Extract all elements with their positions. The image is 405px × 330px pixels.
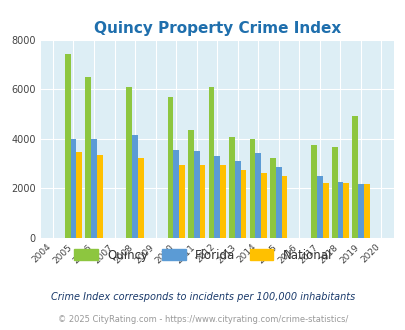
Bar xyxy=(220,165,225,238)
Bar xyxy=(91,139,97,238)
Bar xyxy=(357,184,363,238)
Bar xyxy=(188,130,193,238)
Bar xyxy=(132,135,138,238)
Bar xyxy=(331,147,337,238)
Bar xyxy=(193,151,199,238)
Bar xyxy=(240,170,246,238)
Bar xyxy=(270,158,275,238)
Bar xyxy=(343,183,348,238)
Bar xyxy=(281,176,287,238)
Text: © 2025 CityRating.com - https://www.cityrating.com/crime-statistics/: © 2025 CityRating.com - https://www.city… xyxy=(58,315,347,324)
Legend: Quincy, Florida, National: Quincy, Florida, National xyxy=(69,244,336,266)
Bar xyxy=(65,54,70,238)
Bar xyxy=(85,77,91,238)
Bar xyxy=(275,167,281,238)
Bar xyxy=(126,86,132,238)
Bar xyxy=(260,173,266,238)
Bar xyxy=(249,139,255,238)
Bar xyxy=(214,156,220,238)
Bar xyxy=(138,158,143,238)
Bar xyxy=(311,145,316,238)
Title: Quincy Property Crime Index: Quincy Property Crime Index xyxy=(94,21,340,36)
Bar xyxy=(208,86,214,238)
Bar xyxy=(255,153,260,238)
Bar xyxy=(97,155,102,238)
Bar xyxy=(337,182,343,238)
Bar xyxy=(322,183,328,238)
Bar xyxy=(173,150,179,238)
Text: Crime Index corresponds to incidents per 100,000 inhabitants: Crime Index corresponds to incidents per… xyxy=(51,292,354,302)
Bar xyxy=(70,139,76,238)
Bar xyxy=(199,165,205,238)
Bar xyxy=(234,161,240,238)
Bar xyxy=(352,116,357,238)
Bar xyxy=(363,184,369,238)
Bar xyxy=(76,152,82,238)
Bar xyxy=(316,176,322,238)
Bar xyxy=(167,96,173,238)
Bar xyxy=(228,137,234,238)
Bar xyxy=(179,165,184,238)
